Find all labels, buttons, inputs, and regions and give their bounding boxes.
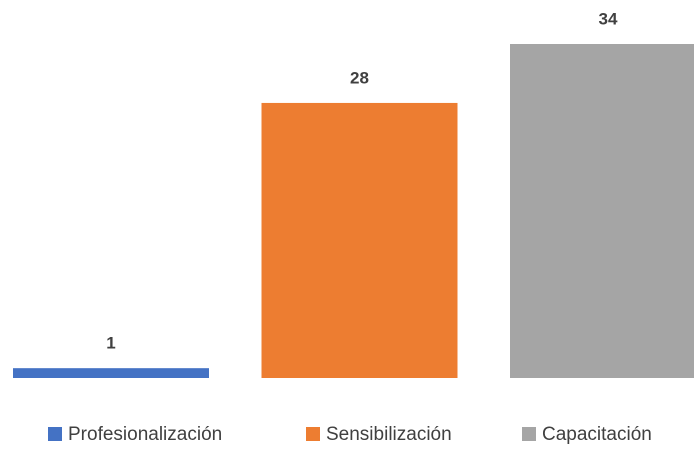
legend-label: Sensibilización xyxy=(326,424,452,445)
data-label: 34 xyxy=(599,9,618,28)
data-label: 28 xyxy=(350,68,369,87)
legend-swatch xyxy=(306,427,320,441)
bar xyxy=(13,368,209,378)
legend-label: Profesionalización xyxy=(68,424,222,445)
bar xyxy=(510,44,694,378)
bar xyxy=(261,102,458,379)
legend-swatch xyxy=(48,427,62,441)
legend-swatch xyxy=(522,427,536,441)
legend-label: Capacitación xyxy=(542,424,652,445)
data-label: 1 xyxy=(106,334,115,353)
